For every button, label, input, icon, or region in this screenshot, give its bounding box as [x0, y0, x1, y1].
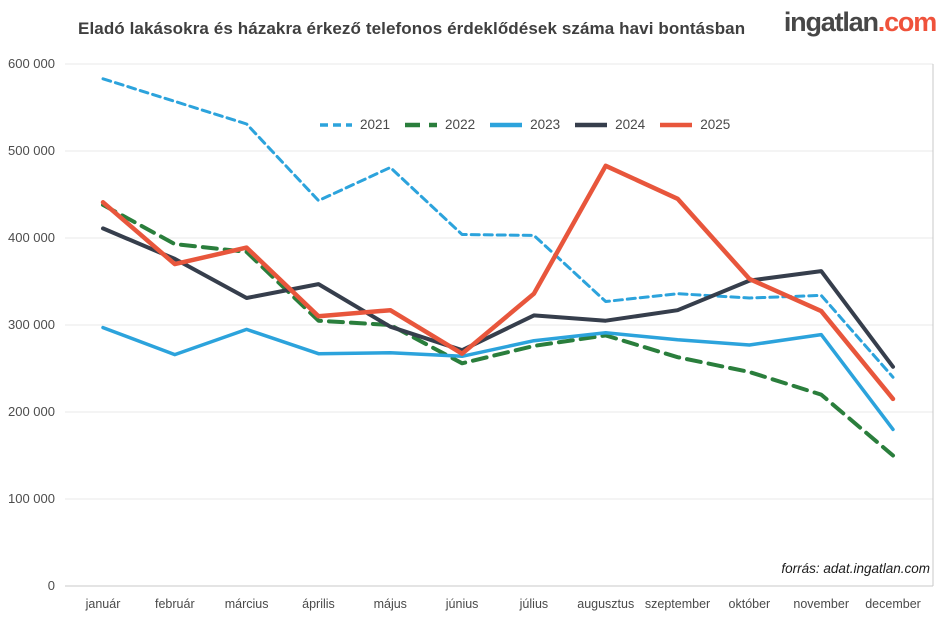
chart-title: Eladó lakásokra és házakra érkező telefo… — [78, 19, 746, 38]
logo-name: ingatlan — [783, 7, 879, 37]
chart-legend: 2021 2022 2023 2024 2025 — [318, 117, 730, 132]
y-tick-label: 500 000 — [8, 143, 55, 158]
legend-swatch-2024 — [575, 122, 608, 127]
legend-item-2022[interactable]: 2022 — [403, 117, 475, 132]
legend-label-2025: 2025 — [700, 117, 731, 132]
series-line-2023[interactable] — [101, 325, 895, 432]
legend-label-2021: 2021 — [360, 117, 391, 132]
y-tick-label: 100 000 — [8, 491, 55, 506]
legend-swatch-2022 — [405, 122, 438, 127]
legend-swatch-2021 — [320, 122, 352, 127]
y-axis-labels: 600 000 500 000 400 000 300 000 200 000 100 0… — [0, 0, 55, 622]
legend-item-2025[interactable]: 2025 — [658, 117, 730, 132]
y-tick-label: 0 — [47, 578, 55, 593]
series-line-2021[interactable] — [101, 77, 895, 379]
source-note: forrás: adat.ingatlan.com — [781, 561, 930, 576]
legend-item-2021[interactable]: 2021 — [318, 117, 390, 132]
y-tick-label: 200 000 — [8, 404, 55, 419]
logo-tld: .com — [877, 7, 937, 37]
y-tick-label: 300 000 — [8, 317, 55, 332]
legend-swatch-2023 — [490, 122, 523, 127]
legend-swatch-2025 — [660, 122, 693, 127]
series-line-2022[interactable] — [101, 202, 895, 458]
legend-label-2022: 2022 — [445, 117, 476, 132]
legend-item-2024[interactable]: 2024 — [573, 117, 645, 132]
ingatlan-logo: ingatlan.com — [783, 7, 937, 38]
y-tick-label: 400 000 — [8, 230, 55, 245]
series-line-2024[interactable] — [101, 226, 895, 369]
y-tick-label: 600 000 — [8, 56, 55, 71]
series-line-2025[interactable] — [100, 163, 896, 402]
legend-item-2023[interactable]: 2023 — [488, 117, 560, 132]
legend-label-2024: 2024 — [615, 117, 646, 132]
legend-label-2023: 2023 — [530, 117, 561, 132]
